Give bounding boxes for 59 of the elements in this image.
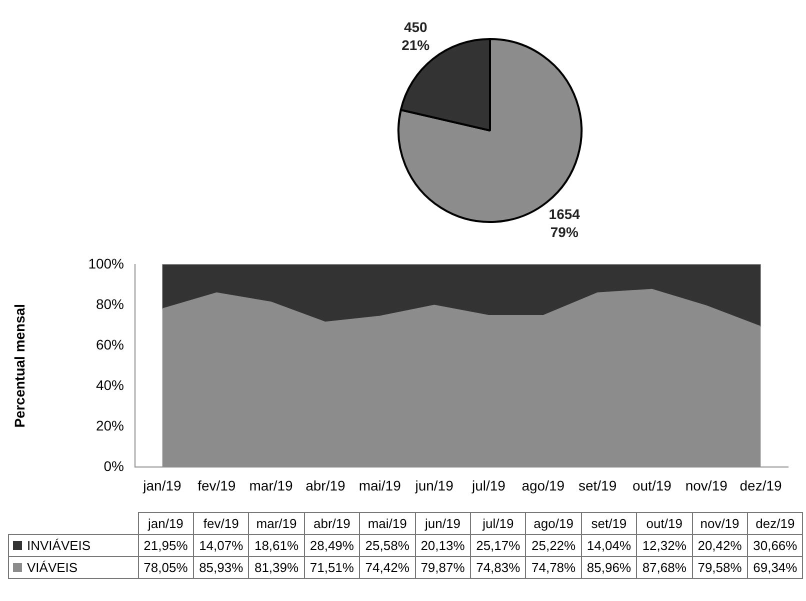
y-tick-label: 60% [96,336,124,352]
x-tick-label: mar/19 [249,477,294,494]
data-label: 30,66% [747,534,803,556]
y-tick-label: 80% [96,296,124,312]
data-label: 25,22% [526,534,582,556]
category-label: dez/19 [756,516,795,531]
category-label: mar/19 [256,516,297,531]
x-tick-label: set/19 [578,477,617,494]
data-label: 79,87% [415,556,470,578]
x-tick-label: out/19 [632,477,672,494]
category-label: set/19 [591,516,627,531]
category-label: ago/19 [534,516,574,531]
category-label: jul/19 [482,516,514,531]
data-label: 25,17% [470,534,526,556]
category-label: jun/19 [425,516,460,531]
data-label: 78,05% [138,556,194,578]
x-tick-label: mai/19 [358,477,402,494]
data-label: 12,32% [636,534,692,556]
legend-label: VIÁVEIS [27,560,78,575]
category-label: jan/19 [148,516,184,531]
x-tick-label: nov/19 [685,477,728,494]
data-label: 28,49% [304,534,360,556]
data-label: 69,34% [747,556,803,578]
data-label: 20,13% [415,534,470,556]
data-label: 1654 79% [548,206,580,240]
x-tick-label: jun/19 [414,477,454,494]
x-tick-label: jan/19 [142,477,182,494]
data-label: 74,83% [470,556,526,578]
category-label: nov/19 [700,516,740,531]
x-tick-label: ago/19 [522,477,565,494]
data-label: 85,93% [193,556,249,578]
data-label: 14,04% [581,534,637,556]
category-label: out/19 [646,516,682,531]
data-label: 85,96% [581,556,637,578]
data-label: 71,51% [304,556,360,578]
data-label: 74,78% [526,556,582,578]
data-label: 87,68% [636,556,692,578]
x-tick-label: dez/19 [740,477,782,494]
category-label: mai/19 [368,516,407,531]
x-tick-label: fev/19 [198,477,236,494]
data-label: 81,39% [248,556,304,578]
data-label: 14,07% [193,534,249,556]
data-label: 450 21% [402,18,430,53]
y-axis-title: Percentual mensal [11,304,28,428]
data-label: 21,95% [138,534,194,556]
data-label: 20,42% [692,534,748,556]
y-tick-label: 40% [96,376,124,393]
y-tick-label: 20% [96,418,124,434]
x-tick-label: abr/19 [306,477,346,494]
data-label: 74,42% [360,556,416,578]
y-tick-label: 0% [104,458,124,474]
data-label: 79,58% [692,556,748,578]
y-tick-label: 100% [88,255,124,272]
legend-label: INVIÁVEIS [27,538,91,553]
category-label: fev/19 [203,516,239,531]
x-tick-label: jul/19 [470,477,506,494]
data-label: 25,58% [360,534,416,556]
category-label: abr/19 [313,516,350,531]
data-label: 18,61% [248,534,304,556]
